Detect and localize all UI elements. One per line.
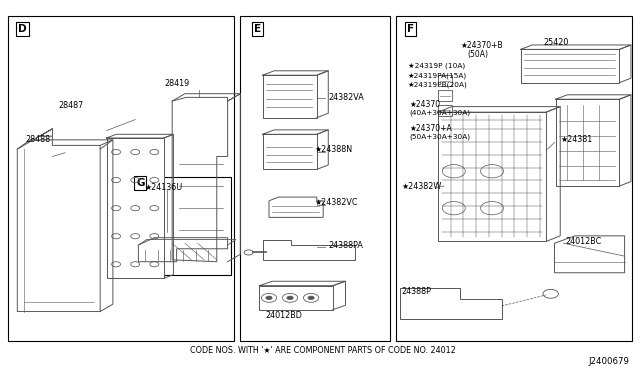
Text: 24388PA: 24388PA	[328, 241, 363, 250]
Text: 25420: 25420	[543, 38, 568, 46]
Text: ★24319PA(15A): ★24319PA(15A)	[408, 72, 467, 78]
Text: 28488: 28488	[26, 135, 51, 144]
Bar	[262, 134, 317, 169]
Bar	[106, 138, 164, 278]
Bar	[262, 75, 317, 118]
Text: ★24370: ★24370	[409, 100, 440, 109]
Text: 28419: 28419	[164, 79, 189, 88]
Circle shape	[308, 296, 314, 300]
Circle shape	[266, 296, 272, 300]
Bar	[438, 105, 452, 116]
Circle shape	[287, 296, 293, 300]
Text: ★24382W: ★24382W	[401, 182, 442, 191]
Text: ★24382VC: ★24382VC	[315, 198, 358, 207]
Text: ★24370+B: ★24370+B	[460, 41, 503, 50]
Bar	[556, 99, 620, 186]
Bar	[438, 75, 452, 86]
Text: 24012BD: 24012BD	[266, 311, 303, 320]
Bar	[241, 16, 390, 341]
Text: (50A+30A+30A): (50A+30A+30A)	[409, 134, 470, 140]
Text: CODE NOS. WITH '★' ARE COMPONENT PARTS OF CODE NO. 24012: CODE NOS. WITH '★' ARE COMPONENT PARTS O…	[190, 346, 456, 355]
Text: J2400679: J2400679	[588, 356, 629, 366]
Bar	[125, 177, 231, 275]
Bar	[438, 112, 546, 241]
Text: ★24370+A: ★24370+A	[409, 124, 452, 133]
Bar	[521, 49, 620, 83]
Bar	[438, 90, 452, 101]
Text: ★24319P (10A): ★24319P (10A)	[408, 62, 465, 69]
Bar	[396, 16, 632, 341]
Text: ★24319PB(20A): ★24319PB(20A)	[408, 81, 468, 88]
Text: (40A+30A+30A): (40A+30A+30A)	[409, 110, 470, 116]
Bar	[8, 16, 234, 341]
Text: E: E	[254, 24, 261, 34]
Text: D: D	[18, 24, 27, 34]
Text: 24388P: 24388P	[401, 287, 431, 296]
Text: G: G	[136, 178, 145, 188]
Text: ★24381: ★24381	[561, 135, 593, 144]
Text: 24012BC: 24012BC	[565, 237, 602, 246]
Text: ★24136U: ★24136U	[145, 183, 183, 192]
Text: F: F	[407, 24, 414, 34]
Text: 28487: 28487	[59, 101, 84, 110]
Text: (50A): (50A)	[468, 51, 489, 60]
Text: ★24388N: ★24388N	[315, 145, 353, 154]
Bar	[259, 286, 333, 310]
Text: 24382VA: 24382VA	[328, 93, 364, 102]
